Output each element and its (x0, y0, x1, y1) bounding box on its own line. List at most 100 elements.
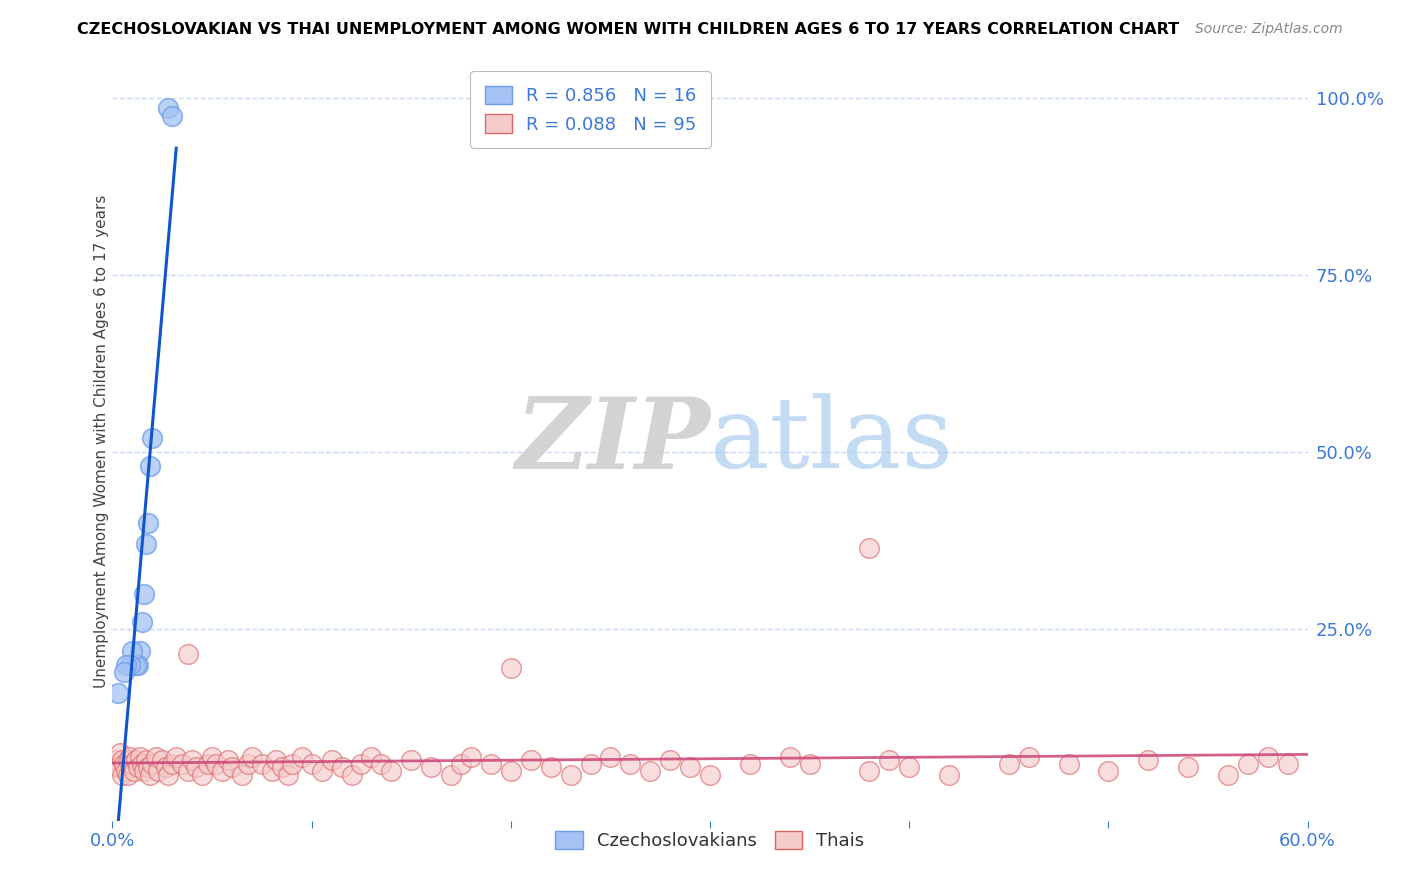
Point (799, 756, 821, 771)
Text: atlas: atlas (710, 393, 953, 490)
Point (450, 756, 472, 771)
Y-axis label: Unemployment Among Women with Children Ages 6 to 17 years: Unemployment Among Women with Children A… (94, 194, 108, 689)
Point (858, 764, 880, 778)
Point (211, 764, 233, 778)
Point (579, 756, 602, 771)
Point (560, 767, 582, 781)
Point (1057, 756, 1080, 771)
Point (1177, 760, 1199, 774)
Point (124, 764, 146, 778)
Point (177, 764, 200, 778)
Point (127, 760, 149, 774)
Point (779, 750, 801, 764)
Point (111, 753, 134, 767)
Point (115, 657, 138, 672)
Point (599, 750, 621, 764)
Point (879, 753, 901, 767)
Point (301, 756, 323, 771)
Point (898, 760, 921, 774)
Point (1097, 764, 1119, 778)
Point (172, 756, 194, 771)
Point (150, 753, 173, 767)
Point (998, 756, 1021, 771)
Point (114, 665, 135, 679)
Point (1277, 756, 1299, 771)
Point (236, 756, 259, 771)
Point (141, 756, 163, 771)
Point (107, 686, 129, 700)
Point (217, 753, 239, 767)
Point (270, 760, 292, 774)
Point (138, 516, 160, 530)
Point (340, 767, 363, 781)
Point (201, 750, 224, 764)
Point (127, 657, 149, 672)
Point (370, 756, 392, 771)
Point (264, 753, 287, 767)
Point (139, 767, 162, 781)
Point (321, 753, 343, 767)
Point (659, 753, 682, 767)
Point (148, 764, 170, 778)
Point (121, 756, 143, 771)
Point (250, 756, 273, 771)
Point (162, 756, 183, 771)
Point (479, 756, 502, 771)
Point (350, 756, 373, 771)
Point (1137, 753, 1160, 767)
Point (134, 764, 156, 778)
Point (117, 753, 139, 767)
Point (499, 661, 522, 675)
Point (114, 756, 135, 771)
Point (260, 764, 283, 778)
Point (277, 767, 299, 781)
Point (139, 459, 162, 474)
Point (281, 756, 304, 771)
Point (145, 750, 167, 764)
Point (157, 767, 180, 781)
Point (125, 753, 148, 767)
Point (240, 750, 263, 764)
Point (401, 753, 423, 767)
Point (460, 750, 482, 764)
Point (619, 756, 641, 771)
Point (1216, 767, 1239, 781)
Point (131, 615, 153, 630)
Point (120, 750, 142, 764)
Point (311, 764, 333, 778)
Point (120, 657, 142, 672)
Point (938, 767, 960, 781)
Point (107, 760, 129, 774)
Point (221, 760, 243, 774)
Point (181, 753, 204, 767)
Point (157, 102, 180, 116)
Point (420, 760, 443, 774)
Point (165, 750, 187, 764)
Point (440, 767, 463, 781)
Point (121, 643, 143, 657)
Point (858, 541, 880, 555)
Point (1018, 750, 1040, 764)
Point (129, 643, 152, 657)
Point (520, 753, 543, 767)
Point (117, 767, 139, 781)
Point (141, 431, 163, 445)
Point (135, 537, 157, 551)
Point (177, 647, 200, 661)
Point (540, 760, 562, 774)
Point (162, 109, 183, 123)
Point (1257, 750, 1279, 764)
Point (360, 750, 382, 764)
Point (138, 760, 160, 774)
Point (135, 753, 157, 767)
Point (129, 750, 152, 764)
Point (291, 750, 314, 764)
Point (125, 657, 148, 672)
Point (205, 756, 228, 771)
Point (699, 767, 721, 781)
Point (110, 747, 132, 761)
Point (1237, 756, 1260, 771)
Point (115, 764, 138, 778)
Point (111, 767, 134, 781)
Point (330, 760, 353, 774)
